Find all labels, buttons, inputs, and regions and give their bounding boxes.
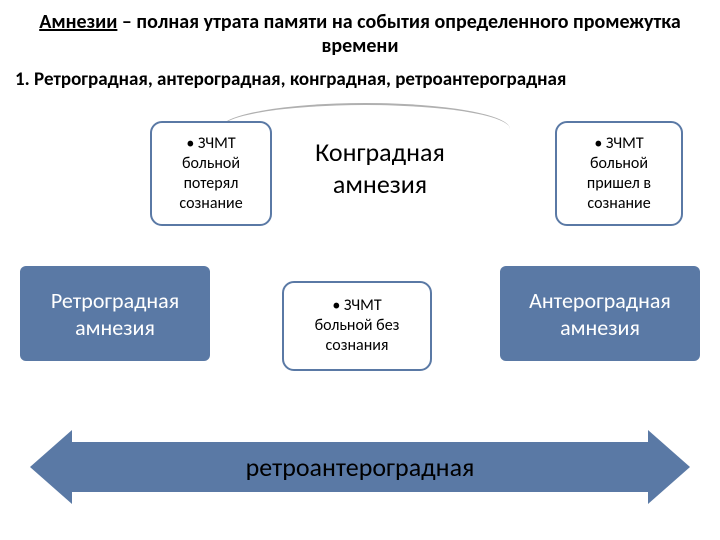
event-line: • ЗЧМТ bbox=[594, 134, 643, 154]
event-line: больной bbox=[182, 154, 240, 174]
event-line: сознание bbox=[587, 194, 650, 214]
title: Амнезии – полная утрата памяти на событи… bbox=[0, 0, 720, 63]
center-title: Конградная амнезия bbox=[280, 136, 480, 200]
subtitle: 1. Ретроградная, антероградная, конградн… bbox=[0, 63, 720, 101]
timeline-arrow: ретроантероградная bbox=[30, 430, 690, 505]
anterograde-box: Антероградная амнезия bbox=[500, 266, 700, 361]
arrow-label: ретроантероградная bbox=[246, 451, 475, 483]
title-rest: – полная утрата памяти на события опреде… bbox=[117, 10, 680, 58]
arrow-head-left bbox=[30, 430, 72, 504]
event-line: потерял bbox=[184, 174, 239, 194]
event-line: пришел в bbox=[587, 174, 651, 194]
left-event-box: • ЗЧМТбольнойпотерялсознание bbox=[150, 121, 272, 226]
center-title-line1: Конградная bbox=[280, 136, 480, 168]
anterograde-line2: амнезия bbox=[560, 314, 640, 341]
event-line: больной bbox=[590, 154, 648, 174]
anterograde-line1: Антероградная bbox=[529, 287, 671, 314]
retrograde-line1: Ретроградная bbox=[51, 287, 179, 314]
event-line: • ЗЧМТ bbox=[332, 296, 381, 316]
center-title-line2: амнезия bbox=[280, 168, 480, 200]
event-line: • ЗЧМТ bbox=[186, 134, 235, 154]
arrow-body: ретроантероградная bbox=[70, 442, 650, 492]
event-line: больной без bbox=[315, 316, 400, 336]
retrograde-box: Ретроградная амнезия bbox=[20, 266, 210, 361]
diagram-area: • ЗЧМТбольнойпотерялсознание • ЗЧМТбольн… bbox=[0, 101, 720, 401]
center-event-box: • ЗЧМТбольной безсознания bbox=[282, 281, 432, 371]
event-line: сознание bbox=[179, 194, 242, 214]
event-line: сознания bbox=[326, 336, 389, 356]
retrograde-line2: амнезия bbox=[75, 314, 155, 341]
arrow-head-right bbox=[648, 430, 690, 504]
right-event-box: • ЗЧМТбольнойпришел всознание bbox=[555, 121, 683, 226]
title-term: Амнезии bbox=[39, 10, 117, 34]
